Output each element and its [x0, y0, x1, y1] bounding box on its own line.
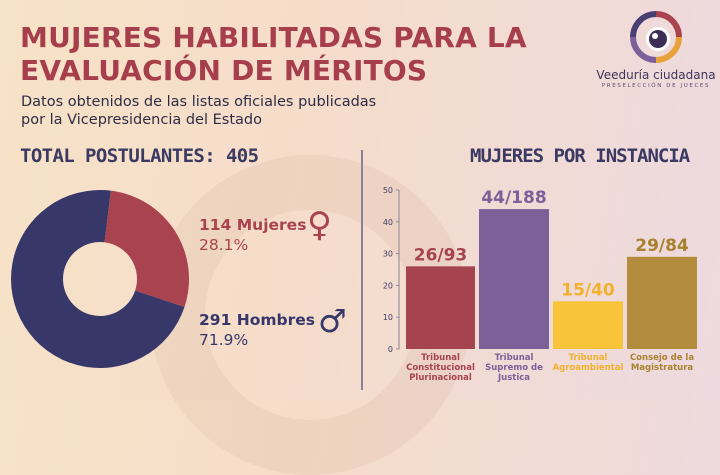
- category-label: Justica: [497, 373, 530, 383]
- category-label: Constitucional: [406, 363, 475, 373]
- bar-data-label: 15/40: [561, 280, 615, 300]
- category-label: Supremo de: [485, 363, 543, 373]
- logo-tagline: PRESELECCIÓN DE JUECES: [601, 83, 711, 89]
- y-tick-label: 30: [383, 250, 393, 259]
- bar-3: [627, 256, 697, 349]
- donut-slice-women: [104, 190, 189, 307]
- donut-slice-men: [11, 189, 185, 368]
- title-line: MUJERES HABILITADAS PARA LA: [20, 21, 527, 54]
- bar-data-label: 26/93: [414, 245, 468, 265]
- subtitle-line: Datos obtenidos de las listas oficiales …: [21, 94, 377, 110]
- logo-name: Veeduría ciudadana: [596, 68, 716, 82]
- bar-chart: 0102030405026/93TribunalConstitucionalPl…: [383, 186, 697, 383]
- category-label: Tribunal: [421, 353, 460, 363]
- subtitle-line: por la Vicepresidencia del Estado: [21, 112, 262, 128]
- total-postulantes: TOTAL POSTULANTES: 405: [20, 145, 259, 167]
- page-subtitle: Datos obtenidos de las listas oficiales …: [21, 93, 376, 129]
- category-label: Magistratura: [631, 363, 694, 373]
- male-symbol-icon: ♂: [318, 302, 347, 340]
- y-tick-label: 10: [383, 313, 393, 322]
- category-label: Agroambiental: [553, 363, 624, 373]
- bar-2: [553, 301, 623, 349]
- bar-data-label: 29/84: [635, 236, 689, 256]
- y-tick-label: 0: [388, 345, 393, 354]
- donut-chart: [11, 189, 189, 368]
- y-tick-label: 40: [383, 218, 393, 227]
- legend-men: 291 Hombres 71.9%: [199, 311, 315, 349]
- bar-chart-title: MUJERES POR INSTANCIA: [470, 145, 690, 167]
- title-line: EVALUACIÓN DE MÉRITOS: [20, 54, 428, 87]
- bar-0: [406, 266, 475, 349]
- men-percent: 71.9%: [199, 331, 249, 349]
- bar-data-label: 44/188: [481, 188, 546, 208]
- veeduria-logo: Veeduría ciudadana PRESELECCIÓN DE JUECE…: [594, 8, 718, 89]
- y-tick-label: 20: [383, 281, 393, 290]
- y-tick-label: 50: [383, 186, 393, 195]
- category-label: Tribunal: [569, 353, 608, 363]
- legend-women: 114 Mujeres 28.1%: [199, 216, 306, 254]
- female-symbol-icon: ♀: [307, 205, 332, 245]
- men-count-label: 291 Hombres: [199, 311, 316, 329]
- bar-1: [479, 209, 549, 349]
- page-title: MUJERES HABILITADAS PARA LA EVALUACIÓN D…: [20, 21, 527, 87]
- category-label: Tribunal: [495, 353, 534, 363]
- section-divider: [361, 150, 363, 390]
- women-count-label: 114 Mujeres: [199, 216, 307, 234]
- eye-logo-icon: [630, 11, 682, 63]
- category-label: Plurinacional: [409, 373, 472, 383]
- category-label: Consejo de la: [630, 353, 694, 363]
- women-percent: 28.1%: [199, 236, 249, 254]
